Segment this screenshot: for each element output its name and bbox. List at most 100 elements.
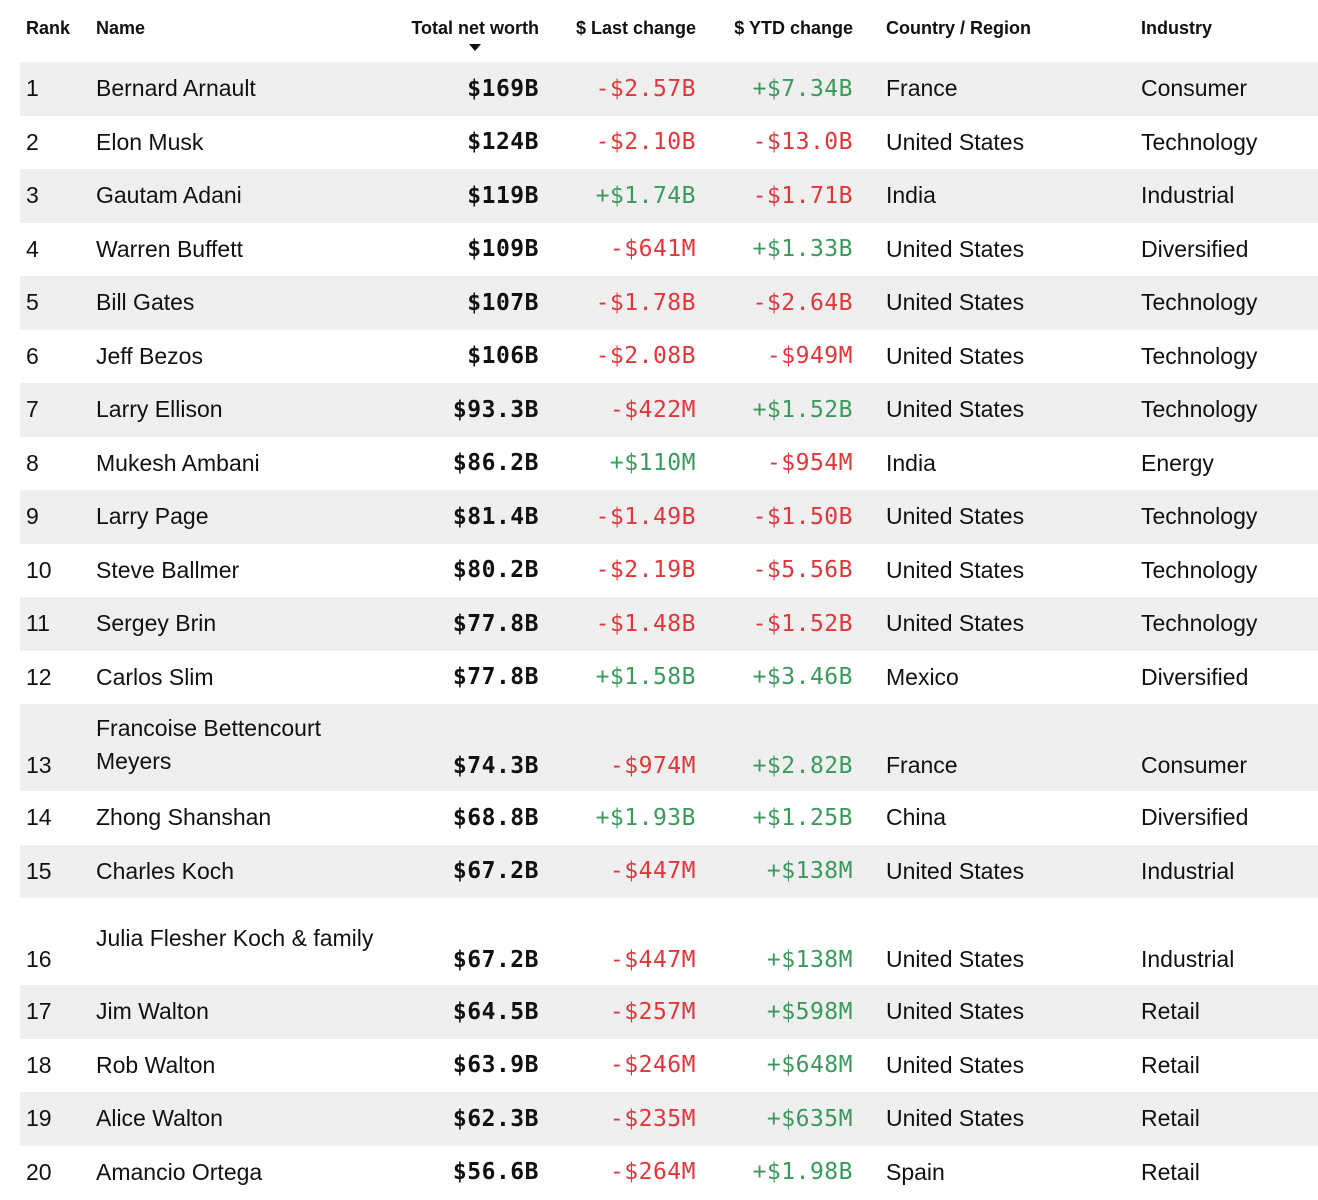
- name-cell[interactable]: Gautam Adani: [96, 182, 242, 209]
- net-worth-cell: $80.2B: [452, 557, 539, 584]
- country-cell: France: [886, 752, 958, 778]
- net-worth-cell: $169B: [467, 75, 539, 102]
- table-row[interactable]: 19 Alice Walton $62.3B -$235M +$635M United S…: [20, 1092, 1318, 1146]
- name-cell[interactable]: Larry Ellison: [96, 396, 223, 423]
- industry-cell: Technology: [1141, 396, 1258, 423]
- rank-cell: 6: [26, 342, 39, 369]
- net-worth-cell: $86.2B: [452, 450, 539, 477]
- rank-cell: 10: [26, 556, 52, 583]
- last-change-cell: -$246M: [609, 1052, 696, 1079]
- country-cell: United States: [886, 503, 1025, 530]
- industry-cell: Retail: [1141, 998, 1200, 1025]
- net-worth-cell: $68.8B: [452, 804, 539, 831]
- country-cell: Spain: [886, 1158, 945, 1185]
- ytd-change-cell: +$598M: [766, 998, 853, 1025]
- rank-cell: 19: [26, 1105, 52, 1132]
- last-change-cell: -$1.48B: [595, 610, 696, 637]
- table-row[interactable]: 15 Charles Koch $67.2B -$447M +$138M United S…: [20, 844, 1318, 898]
- industry-cell: Diversified: [1141, 663, 1249, 690]
- name-cell[interactable]: Warren Buffett: [96, 235, 244, 262]
- country-cell: United States: [886, 1051, 1025, 1078]
- header-name[interactable]: Name: [96, 18, 146, 38]
- header-country[interactable]: Country / Region: [886, 18, 1031, 38]
- net-worth-cell: $109B: [467, 236, 539, 263]
- last-change-cell: -$2.57B: [595, 75, 696, 102]
- table-row[interactable]: 7 Larry Ellison $93.3B -$422M +$1.52B United …: [20, 383, 1318, 437]
- rank-cell: 4: [26, 235, 39, 262]
- ytd-change-cell: +$3.46B: [752, 664, 853, 691]
- name-cell[interactable]: Jeff Bezos: [96, 342, 203, 369]
- header-rank[interactable]: Rank: [26, 18, 71, 38]
- table-row[interactable]: 14 Zhong Shanshan $68.8B +$1.93B +$1.25B Chin…: [20, 791, 1318, 845]
- ytd-change-cell: -$1.50B: [752, 503, 853, 530]
- table-row[interactable]: 12 Carlos Slim $77.8B +$1.58B +$3.46B Mexico D…: [20, 651, 1318, 705]
- industry-cell: Diversified: [1141, 235, 1249, 262]
- ytd-change-cell: -$1.52B: [752, 610, 853, 637]
- header-ytd-change[interactable]: $ YTD change: [734, 18, 853, 38]
- last-change-cell: -$235M: [609, 1105, 696, 1132]
- table-row[interactable]: 8 Mukesh Ambani $86.2B +$110M -$954M India Ene…: [20, 437, 1318, 491]
- name-cell[interactable]: Francoise Bettencourt Meyers: [96, 714, 322, 774]
- name-cell[interactable]: Julia Flesher Koch & family: [96, 925, 374, 951]
- table-row[interactable]: 10 Steve Ballmer $80.2B -$2.19B -$5.56B Unite…: [20, 544, 1318, 598]
- name-cell[interactable]: Charles Koch: [96, 857, 235, 884]
- net-worth-cell: $63.9B: [452, 1052, 539, 1079]
- ytd-change-cell: +$138M: [766, 858, 853, 885]
- table-row[interactable]: 2 Elon Musk $124B -$2.10B -$13.0B United Stat…: [20, 116, 1318, 170]
- country-cell: China: [886, 804, 947, 831]
- country-cell: Mexico: [886, 663, 959, 690]
- table-row[interactable]: 16 Julia Flesher Koch & family $67.2B -$447…: [20, 898, 1318, 985]
- header-last-change[interactable]: $ Last change: [575, 18, 696, 38]
- header-industry[interactable]: Industry: [1141, 18, 1213, 38]
- ytd-change-cell: -$949M: [766, 343, 853, 370]
- name-cell[interactable]: Steve Ballmer: [96, 556, 240, 583]
- header-net-worth[interactable]: Total net worth: [396, 0, 539, 51]
- industry-cell: Retail: [1141, 1051, 1200, 1078]
- name-cell[interactable]: Elon Musk: [96, 128, 204, 155]
- name-cell[interactable]: Amancio Ortega: [96, 1158, 263, 1185]
- country-cell: United States: [886, 857, 1025, 884]
- table-row[interactable]: 9 Larry Page $81.4B -$1.49B -$1.50B United St…: [20, 490, 1318, 544]
- table-row[interactable]: 3 Gautam Adani $119B +$1.74B -$1.71B India Ind…: [20, 169, 1318, 223]
- name-cell[interactable]: Larry Page: [96, 503, 209, 530]
- table-row[interactable]: 13 Francoise Bettencourt Meyers $74.3B -$97…: [20, 704, 1318, 791]
- name-cell[interactable]: Bernard Arnault: [96, 75, 256, 102]
- name-cell[interactable]: Sergey Brin: [96, 610, 217, 637]
- last-change-cell: -$2.08B: [595, 343, 696, 370]
- name-cell[interactable]: Mukesh Ambani: [96, 449, 260, 476]
- table-header: Rank Name Total net worth $ Last change …: [20, 0, 1318, 62]
- name-cell[interactable]: Alice Walton: [96, 1105, 223, 1132]
- country-cell: United States: [886, 342, 1025, 369]
- country-cell: United States: [886, 1105, 1025, 1132]
- table-row[interactable]: 6 Jeff Bezos $106B -$2.08B -$949M United Stat…: [20, 330, 1318, 384]
- last-change-cell: -$264M: [609, 1159, 696, 1186]
- ytd-change-cell: +$138M: [766, 947, 853, 973]
- country-cell: United States: [886, 128, 1025, 155]
- rank-cell: 15: [26, 857, 52, 884]
- table-row[interactable]: 17 Jim Walton $64.5B -$257M +$598M United Sta…: [20, 985, 1318, 1039]
- industry-cell: Industrial: [1141, 857, 1235, 884]
- table-row[interactable]: 1 Bernard Arnault $169B -$2.57B +$7.34B Franc…: [20, 62, 1318, 116]
- table-row[interactable]: 20 Amancio Ortega $56.6B -$264M +$1.98B Spain…: [20, 1146, 1318, 1200]
- rank-cell: 18: [26, 1051, 52, 1078]
- rank-cell: 13: [26, 752, 52, 778]
- table-row[interactable]: 4 Warren Buffett $109B -$641M +$1.33B United …: [20, 223, 1318, 277]
- industry-cell: Technology: [1141, 610, 1258, 637]
- name-cell[interactable]: Bill Gates: [96, 289, 195, 316]
- rank-cell: 11: [26, 610, 50, 637]
- ytd-change-cell: +$635M: [766, 1105, 853, 1132]
- name-cell[interactable]: Rob Walton: [96, 1051, 216, 1078]
- name-cell[interactable]: Zhong Shanshan: [96, 804, 272, 831]
- name-cell[interactable]: Jim Walton: [96, 998, 209, 1025]
- country-cell: United States: [886, 289, 1025, 316]
- rank-cell: 8: [26, 449, 39, 476]
- table-row[interactable]: 18 Rob Walton $63.9B -$246M +$648M United Sta…: [20, 1039, 1318, 1093]
- rank-cell: 20: [26, 1158, 52, 1185]
- rank-cell: 16: [26, 946, 52, 972]
- name-cell[interactable]: Carlos Slim: [96, 663, 214, 690]
- net-worth-cell: $124B: [467, 129, 539, 156]
- table-row[interactable]: 5 Bill Gates $107B -$1.78B -$2.64B United Sta…: [20, 276, 1318, 330]
- net-worth-cell: $81.4B: [452, 503, 539, 530]
- country-cell: India: [886, 449, 936, 476]
- table-row[interactable]: 11 Sergey Brin $77.8B -$1.48B -$1.52B United …: [20, 597, 1318, 651]
